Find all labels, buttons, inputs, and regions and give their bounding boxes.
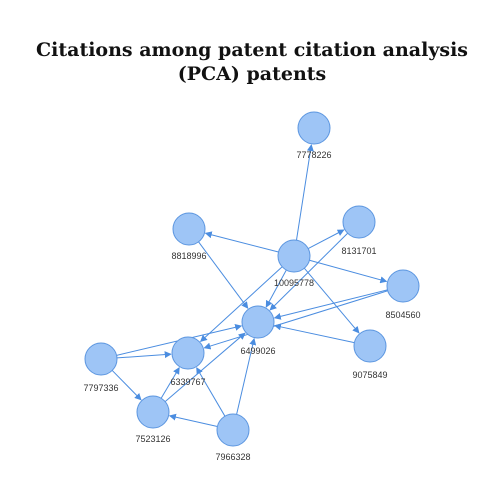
node-label: 7797336 (83, 383, 118, 393)
node-label: 7778226 (296, 150, 331, 160)
edge-7966328-7523126 (170, 416, 218, 427)
node-6339767[interactable]: 6339767 (170, 337, 205, 387)
node-label: 8504560 (385, 310, 420, 320)
node-circle[interactable] (387, 270, 419, 302)
node-circle[interactable] (172, 337, 204, 369)
node-label: 7966328 (215, 452, 250, 462)
edge-10095778-8504560 (309, 260, 386, 281)
node-6499026[interactable]: 6499026 (240, 306, 275, 356)
node-circle[interactable] (354, 330, 386, 362)
node-label: 8131701 (341, 246, 376, 256)
node-8131701[interactable]: 8131701 (341, 206, 376, 256)
nodes-layer: 7778226 8818996 8131701 10095778 8504560 6499… (83, 112, 420, 462)
node-label: 9075849 (352, 370, 387, 380)
node-10095778[interactable]: 10095778 (274, 240, 314, 288)
node-circle[interactable] (85, 343, 117, 375)
edge-9075849-6499026 (275, 326, 355, 343)
node-label: 8818996 (171, 251, 206, 261)
edge-10095778-8818996 (205, 233, 278, 252)
node-circle[interactable] (242, 306, 274, 338)
edge-7966328-6339767 (197, 368, 225, 417)
node-label: 10095778 (274, 278, 314, 288)
node-circle[interactable] (278, 240, 310, 272)
edge-8131701-6499026 (270, 233, 348, 310)
node-circle[interactable] (298, 112, 330, 144)
node-label: 6339767 (170, 377, 205, 387)
node-8818996[interactable]: 8818996 (171, 213, 206, 261)
node-7966328[interactable]: 7966328 (215, 414, 250, 462)
node-circle[interactable] (137, 396, 169, 428)
node-7523126[interactable]: 7523126 (135, 396, 170, 444)
node-circle[interactable] (217, 414, 249, 446)
node-circle[interactable] (173, 213, 205, 245)
node-circle[interactable] (343, 206, 375, 238)
edge-10095778-8131701 (308, 230, 344, 249)
edge-7797336-6339767 (117, 354, 171, 358)
node-label: 7523126 (135, 434, 170, 444)
node-7797336[interactable]: 7797336 (83, 343, 118, 393)
node-7778226[interactable]: 7778226 (296, 112, 331, 160)
node-label: 6499026 (240, 346, 275, 356)
edge-8504560-6499026 (274, 290, 387, 318)
edges-layer (112, 145, 388, 427)
edge-10095778-6499026 (266, 270, 286, 307)
node-9075849[interactable]: 9075849 (352, 330, 387, 380)
node-8504560[interactable]: 8504560 (385, 270, 420, 320)
